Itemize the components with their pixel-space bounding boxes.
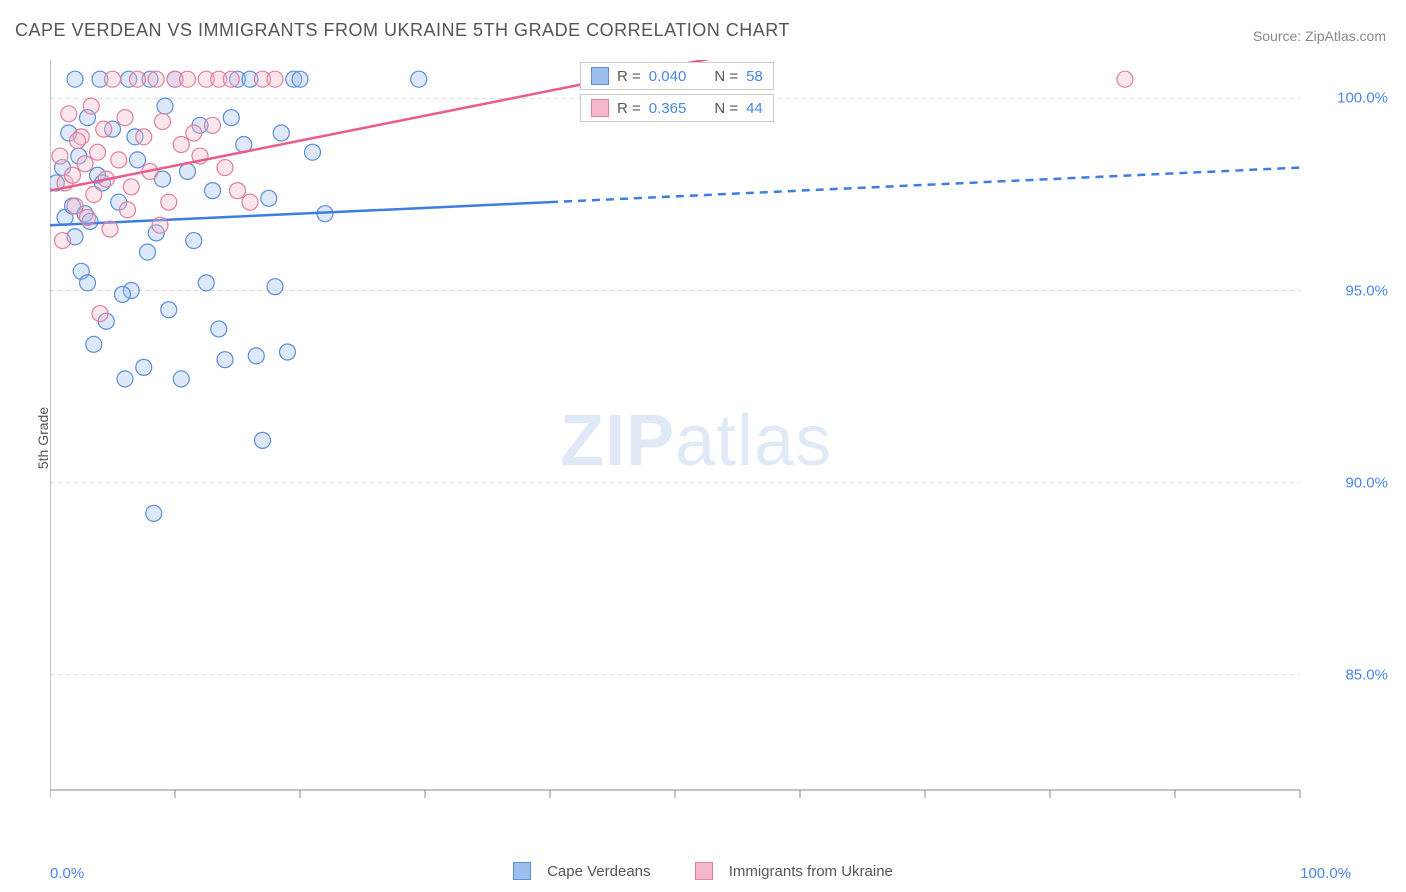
source-attribution: Source: ZipAtlas.com (1253, 28, 1386, 44)
bottom-legend: Cape Verdeans Immigrants from Ukraine (0, 862, 1406, 880)
legend-r-value: 0.040 (649, 68, 687, 85)
legend-n-value: 58 (746, 68, 763, 85)
legend-r-value: 0.365 (649, 100, 687, 117)
legend-swatch-icon (695, 862, 713, 880)
legend-stats-series-1: R = 0.365 N = 44 (580, 94, 774, 122)
legend-n-label: N = (714, 68, 738, 85)
chart-svg (50, 60, 1350, 820)
y-tick-label: 90.0% (1345, 474, 1388, 491)
legend-stats-series-0: R = 0.040 N = 58 (580, 62, 774, 90)
y-tick-label: 100.0% (1337, 90, 1388, 107)
legend-r-label: R = (617, 100, 641, 117)
y-tick-label: 95.0% (1345, 282, 1388, 299)
y-axis-label: 5th Grade (35, 407, 51, 469)
legend-n-value: 44 (746, 100, 763, 117)
legend-series-0-label: Cape Verdeans (547, 863, 650, 880)
chart-plot-area (50, 60, 1350, 820)
y-tick-label: 85.0% (1345, 666, 1388, 683)
legend-n-label: N = (714, 100, 738, 117)
legend-swatch-icon (513, 862, 531, 880)
legend-swatch-icon (591, 67, 609, 85)
legend-series-1-label: Immigrants from Ukraine (729, 863, 893, 880)
chart-title: CAPE VERDEAN VS IMMIGRANTS FROM UKRAINE … (15, 20, 790, 41)
legend-swatch-icon (591, 99, 609, 117)
legend-r-label: R = (617, 68, 641, 85)
